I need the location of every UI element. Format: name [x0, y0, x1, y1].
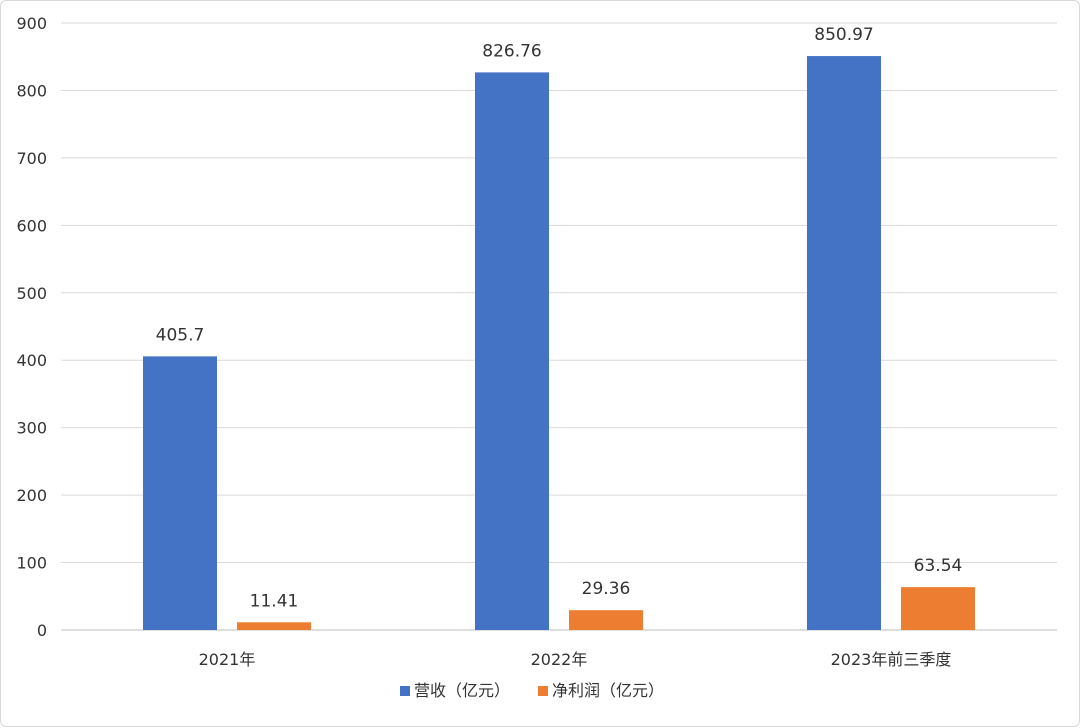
- bar-series-0: [475, 72, 549, 631]
- y-tick-label: 100: [16, 554, 47, 573]
- legend-label-0: 营收（亿元）: [414, 681, 510, 700]
- y-tick-label: 700: [16, 149, 47, 168]
- data-label: 850.97: [814, 25, 873, 45]
- y-tick-label: 900: [16, 14, 47, 33]
- y-tick-label: 600: [16, 216, 47, 235]
- bar-series-1: [569, 610, 643, 630]
- data-label: 405.7: [156, 325, 205, 345]
- data-label: 29.36: [582, 579, 631, 599]
- y-tick-label: 400: [16, 351, 47, 370]
- x-tick-label: 2022年: [531, 650, 588, 669]
- y-tick-label: 0: [37, 621, 47, 640]
- y-tick-label: 300: [16, 419, 47, 438]
- y-tick-label: 200: [16, 486, 47, 505]
- bar-series-1: [237, 622, 311, 630]
- data-label: 826.76: [482, 41, 541, 61]
- legend-swatch-0: [400, 686, 410, 696]
- x-tick-label: 2021年: [199, 650, 256, 669]
- y-tick-label: 500: [16, 284, 47, 303]
- bar-series-0: [807, 56, 881, 631]
- bar-series-1: [901, 587, 975, 630]
- data-label: 63.54: [914, 556, 963, 576]
- legend-swatch-1: [538, 686, 548, 696]
- data-label: 11.41: [250, 591, 299, 611]
- x-tick-label: 2023年前三季度: [831, 650, 952, 669]
- bar-series-0: [143, 356, 217, 630]
- y-tick-label: 800: [16, 81, 47, 100]
- legend-label-1: 净利润（亿元）: [552, 681, 664, 700]
